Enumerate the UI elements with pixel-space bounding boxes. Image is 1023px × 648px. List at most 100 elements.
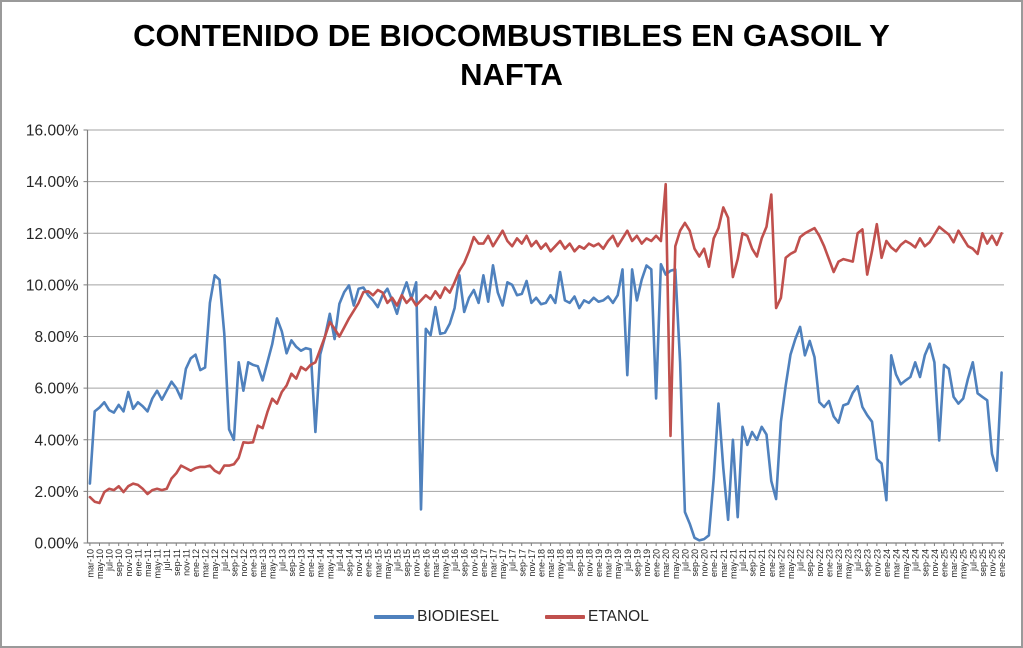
x-axis-label: sep-22 (805, 549, 815, 577)
biodiesel-line (88, 262, 1003, 542)
x-axis-label: mar-19 (604, 549, 614, 578)
x-axis-label: mar-10 (85, 549, 95, 578)
x-axis-label: ene-21 (709, 549, 719, 577)
x-axis-label: ene-13 (249, 549, 259, 577)
x-axis-label: nov-19 (642, 549, 652, 577)
x-axis-label: sep-21 (748, 549, 758, 577)
x-axis-label: sep-17 (517, 549, 527, 577)
x-axis-label: jul-21 (738, 549, 748, 572)
y-axis-label: 8.00% (35, 329, 79, 346)
x-axis-label: jul-17 (508, 549, 518, 572)
x-axis-label: sep-14 (345, 549, 355, 577)
x-axis-label: sep-18 (575, 549, 585, 577)
x-axis-label: jul-22 (796, 549, 806, 572)
x-axis-label: nov-10 (124, 549, 134, 577)
x-axis-label: nov-11 (181, 549, 191, 576)
x-axis-label: jul-10 (105, 549, 115, 572)
y-axis-label: 4.00% (35, 432, 79, 449)
x-axis-label: mar-13 (258, 549, 268, 578)
x-axis-label: jul-18 (565, 549, 575, 572)
legend-item-etanol: ETANOL (544, 608, 649, 626)
x-axis-label: sep-23 (863, 549, 873, 577)
x-axis-label: may-16 (440, 549, 450, 579)
x-axis-label: sep-25 (978, 549, 988, 577)
x-axis-label: mar-22 (776, 549, 786, 578)
x-axis-label: nov-12 (239, 549, 249, 577)
x-axis-label: mar-14 (316, 549, 326, 578)
x-axis-label: ene-24 (882, 549, 892, 577)
etanol-line (88, 182, 1003, 505)
x-axis-label: sep-15 (402, 549, 412, 577)
x-axis-label: sep-16 (460, 549, 470, 577)
x-axis-label: ene-18 (536, 549, 546, 577)
x-axis-label: may-10 (95, 549, 105, 579)
biodiesel-line-swatch (374, 615, 415, 619)
x-axis-label: nov-22 (815, 549, 825, 577)
x-axis-label: nov-15 (412, 549, 422, 577)
x-axis-label: ene-17 (479, 549, 489, 577)
x-axis-label: mar-17 (488, 549, 498, 578)
x-axis-label: mar-25 (949, 549, 959, 578)
x-axis-label: nov-13 (297, 549, 307, 577)
x-axis-label: may-19 (613, 549, 623, 579)
x-axis-label: mar-23 (834, 549, 844, 578)
x-axis-label: mar-20 (661, 549, 671, 578)
x-axis-label: jul-25 (968, 549, 978, 572)
x-axis-label: may-23 (844, 549, 854, 579)
x-axis-label: nov-14 (354, 549, 364, 577)
x-axis-label: mar-15 (373, 549, 383, 578)
x-axis-label: may-17 (498, 549, 508, 579)
x-axis-label: may-21 (728, 549, 738, 579)
x-axis-label: sep-10 (114, 549, 124, 577)
x-axis-label: mar-24 (892, 549, 902, 578)
y-axis-label: 0.00% (35, 536, 79, 553)
biodiesel-legend-label: BIODIESEL (417, 608, 499, 625)
chart-title: CONTENIDO DE BIOCOMBUSTIBLES EN GASOIL Y… (133, 18, 890, 93)
x-axis-label: may-12 (210, 549, 220, 579)
x-axis-label: may-18 (556, 549, 566, 579)
x-axis-label: ene-22 (767, 549, 777, 577)
x-axis-label: nov-24 (930, 549, 940, 577)
x-axis-label: may-25 (959, 549, 969, 579)
x-axis-label: nov-25 (988, 549, 998, 577)
y-axis-label: 10.00% (26, 277, 79, 294)
y-axis-label: 16.00% (26, 123, 79, 140)
x-axis-label: ene-11 (133, 549, 143, 576)
x-axis-label: jul-15 (392, 549, 402, 572)
x-axis-label: jul-12 (220, 549, 230, 572)
x-axis-label: sep-20 (690, 549, 700, 577)
y-axis-label: 2.00% (35, 484, 79, 501)
y-axis-label: 12.00% (26, 226, 79, 243)
x-axis-label: mar-12 (201, 549, 211, 578)
x-axis-label: may-14 (325, 549, 335, 579)
x-axis-label: nov-18 (584, 549, 594, 577)
x-axis-label: ene-16 (421, 549, 431, 577)
x-axis-label: sep-11 (172, 549, 182, 576)
x-axis-label: sep-19 (632, 549, 642, 577)
legend: BIODIESEL ETANOL (2, 608, 1021, 626)
x-axis-label: may-13 (268, 549, 278, 579)
x-axis-label: ene-26 (997, 549, 1007, 577)
x-axis-label: jul-20 (680, 549, 690, 572)
x-axis-label: sep-12 (229, 549, 239, 577)
x-axis-label: nov-21 (757, 549, 767, 577)
x-axis-label: may-22 (786, 549, 796, 579)
x-axis-label: nov-20 (700, 549, 710, 577)
etanol-line-swatch (544, 615, 585, 619)
x-axis-label: jul-11 (162, 549, 172, 571)
y-axis-label: 6.00% (35, 381, 79, 398)
x-axis-label: ene-25 (940, 549, 950, 577)
x-axis-label: nov-16 (469, 549, 479, 577)
x-axis-label: jul-24 (911, 549, 921, 572)
x-axis-label: mar-21 (719, 549, 729, 578)
x-axis-label: nov-17 (527, 549, 537, 577)
x-axis-label: may-15 (383, 549, 393, 579)
etanol-legend-label: ETANOL (587, 608, 649, 625)
x-axis-label: jul-19 (623, 549, 633, 572)
x-axis-label: jul-23 (853, 549, 863, 572)
x-axis-label: ene-20 (652, 549, 662, 577)
x-axis-label: ene-23 (824, 549, 834, 577)
y-axis-label: 14.00% (26, 174, 79, 191)
